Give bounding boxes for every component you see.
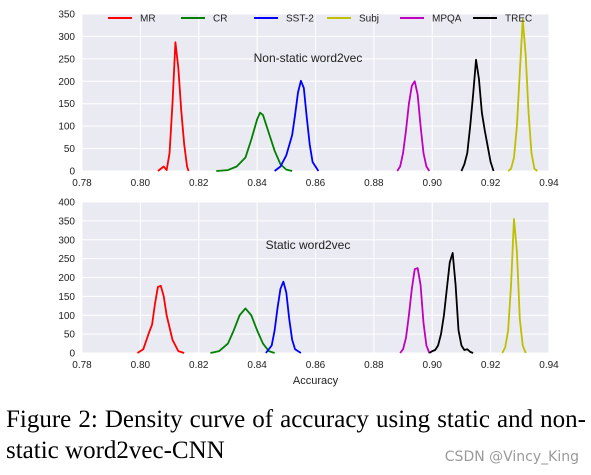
- x-tick-label: 0.84: [247, 178, 267, 189]
- legend: MR CR SST-2 Subj MPQA TREC: [108, 14, 532, 25]
- legend-label-trec: TREC: [505, 14, 532, 25]
- x-axis-label: Accuracy: [293, 375, 339, 387]
- series-line-subj: [501, 218, 527, 354]
- non-static-panel: 0.78 0.80 0.82 0.84 0.86 0.88 0.90 0.92 0.94 0 50 1…: [58, 10, 559, 190]
- x-tick-label: 0.84: [247, 360, 267, 371]
- y-tick-label: 200: [58, 273, 75, 284]
- legend-label-subj: Subj: [359, 14, 379, 25]
- panel-title: Non-static word2vec: [254, 51, 363, 65]
- y-tick-label: 100: [58, 311, 75, 322]
- x-tick-label: 0.80: [131, 178, 151, 189]
- series-line-trec: [428, 252, 474, 354]
- series-line-mpqa: [396, 80, 431, 172]
- figure-caption: Figure 2: Density curve of accuracy usin…: [6, 406, 586, 464]
- y-tick-label: 0: [69, 349, 75, 360]
- y-tick-label: 250: [58, 54, 75, 65]
- x-tick-label: 0.82: [189, 178, 209, 189]
- series-line-subj: [507, 18, 538, 172]
- x-tick-label: 0.88: [364, 178, 384, 189]
- x-tick-label: 0.86: [306, 178, 326, 189]
- y-tick-label: 200: [58, 77, 75, 88]
- x-tick-label: 0.78: [72, 360, 92, 371]
- y-tick-label: 150: [58, 292, 75, 303]
- series-line-sst-2: [265, 280, 302, 354]
- y-tick-label: 50: [64, 144, 76, 155]
- series-line-trec: [460, 58, 495, 172]
- series-line-cr: [216, 111, 293, 172]
- legend-label-sst-2: SST-2: [286, 14, 314, 25]
- x-tick-label: 0.82: [189, 360, 209, 371]
- static-panel: 0.78 0.80 0.82 0.84 0.86 0.88 0.90 0.92 0.94 0 50 1…: [58, 198, 559, 372]
- series-line-sst-2: [274, 79, 320, 172]
- y-tick-label: 100: [58, 122, 75, 133]
- x-tick-label: 0.78: [72, 178, 92, 189]
- x-tick-label: 0.86: [306, 360, 326, 371]
- x-tick-label: 0.80: [131, 360, 151, 371]
- x-tick-label: 0.92: [481, 360, 501, 371]
- y-tick-label: 300: [58, 32, 75, 43]
- x-tick-label: 0.90: [423, 360, 443, 371]
- y-tick-label: 300: [58, 235, 75, 246]
- y-tick-label: 150: [58, 99, 75, 110]
- y-tick-label: 0: [69, 167, 75, 178]
- legend-label-cr: CR: [213, 14, 227, 25]
- panel-title: Static word2vec: [266, 238, 351, 252]
- y-tick-label: 250: [58, 254, 75, 265]
- series-line-mr: [136, 284, 185, 354]
- x-tick-label: 0.94: [539, 360, 559, 371]
- y-tick-label: 50: [64, 330, 76, 341]
- legend-label-mr: MR: [140, 14, 156, 25]
- x-tick-label: 0.92: [481, 178, 501, 189]
- series-line-mpqa: [399, 267, 431, 354]
- y-tick-label: 400: [58, 198, 75, 209]
- y-tick-label: 350: [58, 216, 75, 227]
- x-tick-label: 0.90: [423, 178, 443, 189]
- legend-label-mpqa: MPQA: [432, 14, 462, 25]
- watermark: CSDN @Vincy_King: [444, 449, 579, 465]
- y-tick-label: 350: [58, 10, 75, 21]
- series-line-mr: [157, 41, 190, 172]
- x-tick-label: 0.94: [539, 178, 559, 189]
- series-line-cr: [210, 307, 275, 354]
- x-tick-label: 0.88: [364, 360, 384, 371]
